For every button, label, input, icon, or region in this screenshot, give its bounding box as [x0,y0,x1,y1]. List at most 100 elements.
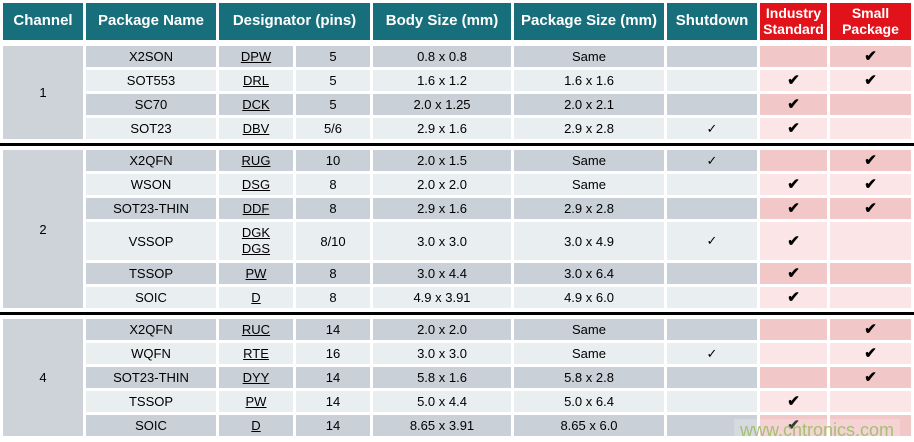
package-size-cell: 3.0 x 6.4 [514,263,664,284]
pins-cell: 14 [296,367,370,388]
package-name-cell: SOT553 [86,70,216,91]
body-size-cell: 3.0 x 3.0 [373,343,511,364]
designator-link[interactable]: DGK [241,224,271,240]
header-small-package: Small Package [830,3,911,40]
header-shutdown: Shutdown [667,3,757,40]
designator-cell: RUC [219,319,293,340]
small-package-check [830,118,911,139]
channel-2-group: 2 X2QFN RUG 10 2.0 x 1.5 Same ✓ ✔ WSON D… [0,147,914,311]
header-channel: Channel [3,3,83,40]
shutdown-check: ✓ [667,343,757,364]
small-package-check: ✔ [830,367,911,388]
header-package-name: Package Name [86,3,216,40]
pins-cell: 8 [296,198,370,219]
designator-link[interactable]: PW [245,394,267,409]
designator-link[interactable]: DGS [241,241,271,256]
designator-link[interactable]: RTE [243,346,269,361]
designator-link[interactable]: DPW [240,49,272,64]
designator-cell: PW [219,263,293,284]
industry-standard-check: ✔ [760,391,827,412]
channel-cell: 1 [3,46,83,139]
shutdown-check [667,287,757,308]
designator-link[interactable]: RUC [241,322,271,337]
small-package-check [830,263,911,284]
header-industry-standard: Industry Standard [760,3,827,40]
package-name-cell: TSSOP [86,391,216,412]
designator-link[interactable]: D [251,418,261,433]
table-row: TSSOP PW 14 5.0 x 4.4 5.0 x 6.4 ✔ [3,391,911,412]
shutdown-check [667,198,757,219]
pins-cell: 16 [296,343,370,364]
designator-link[interactable]: D [251,290,261,305]
body-size-cell: 2.9 x 1.6 [373,118,511,139]
package-name-cell: VSSOP [86,222,216,260]
body-size-cell: 1.6 x 1.2 [373,70,511,91]
body-size-cell: 5.0 x 4.4 [373,391,511,412]
package-size-cell: 4.9 x 6.0 [514,287,664,308]
channel-4-group: 4 X2QFN RUC 14 2.0 x 2.0 Same ✔ WQFN RTE… [0,316,914,439]
designator-cell: RUG [219,150,293,171]
body-size-cell: 2.9 x 1.6 [373,198,511,219]
industry-standard-check: ✔ [760,174,827,195]
table-row: 4 X2QFN RUC 14 2.0 x 2.0 Same ✔ [3,319,911,436]
industry-standard-check: ✔ [760,222,827,260]
package-size-cell: 2.9 x 2.8 [514,198,664,219]
body-size-cell: 3.0 x 3.0 [373,222,511,260]
shutdown-check [667,319,757,340]
package-name-cell: WSON [86,174,216,195]
pins-cell: 5/6 [296,118,370,139]
header-body-size: Body Size (mm) [373,3,511,40]
pins-cell: 8 [296,263,370,284]
header-designator-pins: Designator (pins) [219,3,370,40]
designator-cell: DCK [219,94,293,115]
header-package-size: Package Size (mm) [514,3,664,40]
industry-standard-check [760,367,827,388]
package-name-cell: SOIC [86,415,216,436]
shutdown-check: ✓ [667,118,757,139]
designator-link[interactable]: RUG [241,153,271,168]
designator-link[interactable]: DBV [242,121,270,136]
package-size-cell: Same [514,150,664,171]
table-header: Channel Package Name Designator (pins) B… [0,0,914,43]
shutdown-check [667,367,757,388]
small-package-check: ✔ [830,174,911,195]
table-row: SOIC D 14 8.65 x 3.91 8.65 x 6.0 ✔ [3,415,911,436]
table-row: VSSOP DGK DGS 8/10 3.0 x 3.0 3.0 x 4.9 ✓… [3,222,911,260]
industry-standard-check: ✔ [760,415,827,436]
pins-cell: 14 [296,415,370,436]
channel-cell: 2 [3,150,83,308]
body-size-cell: 0.8 x 0.8 [373,46,511,67]
designator-cell: PW [219,391,293,412]
body-size-cell: 4.9 x 3.91 [373,287,511,308]
body-size-cell: 3.0 x 4.4 [373,263,511,284]
group-divider [0,143,914,146]
designator-link[interactable]: DSG [241,177,271,192]
designator-link[interactable]: DRL [242,73,269,88]
table-row: SOT23-THIN DDF 8 2.9 x 1.6 2.9 x 2.8 ✔ ✔ [3,198,911,219]
package-name-cell: SOT23-THIN [86,198,216,219]
package-size-cell: Same [514,46,664,67]
package-size-cell: 2.0 x 2.1 [514,94,664,115]
designator-link[interactable]: PW [245,266,267,281]
pins-cell: 14 [296,319,370,340]
designator-link[interactable]: DCK [242,97,270,112]
industry-standard-check: ✔ [760,263,827,284]
table-row: WQFN RTE 16 3.0 x 3.0 Same ✓ ✔ [3,343,911,364]
table-row: SC70 DCK 5 2.0 x 1.25 2.0 x 2.1 ✔ [3,94,911,115]
small-package-check [830,391,911,412]
package-name-cell: SOT23-THIN [86,367,216,388]
pins-cell: 8 [296,174,370,195]
package-name-cell: SC70 [86,94,216,115]
industry-standard-check [760,319,827,340]
designator-link[interactable]: DDF [242,201,270,216]
designator-link[interactable]: DYY [242,370,270,385]
table-row: TSSOP PW 8 3.0 x 4.4 3.0 x 6.4 ✔ [3,263,911,284]
industry-standard-check [760,150,827,171]
shutdown-check [667,94,757,115]
table-row: SOT23-THIN DYY 14 5.8 x 1.6 5.8 x 2.8 ✔ [3,367,911,388]
body-size-cell: 2.0 x 2.0 [373,319,511,340]
small-package-check [830,94,911,115]
designator-cell: DSG [219,174,293,195]
body-size-cell: 2.0 x 2.0 [373,174,511,195]
package-name-cell: TSSOP [86,263,216,284]
